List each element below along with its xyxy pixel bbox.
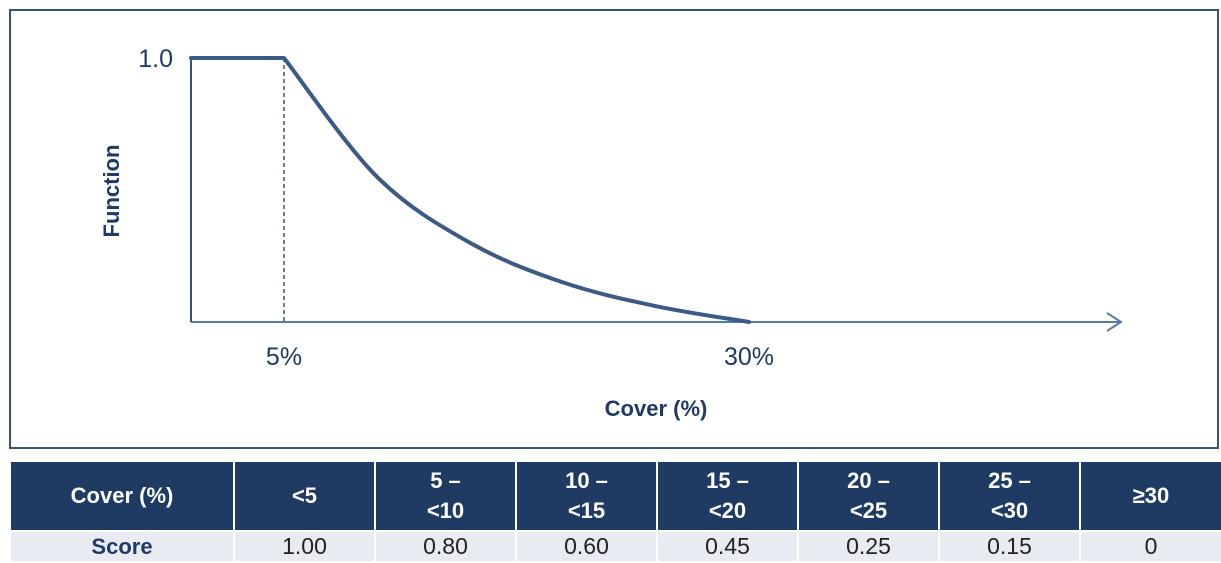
table-score-row: Score 1.00 0.80 0.60 0.45 0.25 0.15 0 — [9, 530, 1221, 563]
range-line1: <5 — [291, 483, 318, 508]
range-line1: 5 – — [430, 468, 461, 493]
range-line1: 15 – — [706, 468, 749, 493]
score-value: 0 — [1079, 530, 1221, 563]
range-cell: 5 – <10 — [374, 460, 517, 532]
score-value: 0.15 — [938, 530, 1081, 563]
score-value: 1.00 — [233, 530, 376, 563]
function-chart: 1.0 5% 30% Cover (%) Function — [99, 45, 1123, 421]
table-header-row: Cover (%) <5 5 – <10 10 – <15 15 – <20 20 –… — [9, 460, 1221, 532]
chart-panel: 1.0 5% 30% Cover (%) Function — [9, 9, 1219, 449]
range-line2: <10 — [426, 498, 465, 523]
y-axis-title: Function — [99, 145, 124, 238]
range-cell: 20 – <25 — [797, 460, 940, 532]
range-line2: <25 — [849, 498, 888, 523]
range-cell: <5 — [233, 460, 376, 532]
range-line2: <20 — [708, 498, 747, 523]
range-cell: 10 – <15 — [515, 460, 658, 532]
x-tick-label: 30% — [724, 343, 774, 371]
range-line1: 25 – — [988, 468, 1031, 493]
range-line1: 10 – — [565, 468, 608, 493]
x-tick-label: 5% — [266, 343, 302, 371]
score-label: Score — [9, 530, 235, 563]
range-cell: ≥30 — [1079, 460, 1221, 532]
score-value: 0.60 — [515, 530, 658, 563]
range-line2: <30 — [990, 498, 1029, 523]
header-label: Cover (%) — [70, 483, 174, 508]
function-series-line — [189, 56, 751, 324]
x-axis-title: Cover (%) — [605, 396, 708, 421]
score-value: 0.25 — [797, 530, 940, 563]
range-line2: <15 — [567, 498, 606, 523]
header-label-cell: Cover (%) — [9, 460, 235, 532]
x-axis-arrowhead — [1106, 312, 1123, 332]
range-line1: 20 – — [847, 468, 890, 493]
range-cell: 15 – <20 — [656, 460, 799, 532]
score-value: 0.45 — [656, 530, 799, 563]
range-line1: ≥30 — [1132, 483, 1170, 508]
range-cell: 25 – <30 — [938, 460, 1081, 532]
y-tick-label: 1.0 — [138, 45, 173, 73]
score-table: Cover (%) <5 5 – <10 10 – <15 15 – <20 20 –… — [9, 460, 1221, 563]
score-value: 0.80 — [374, 530, 517, 563]
